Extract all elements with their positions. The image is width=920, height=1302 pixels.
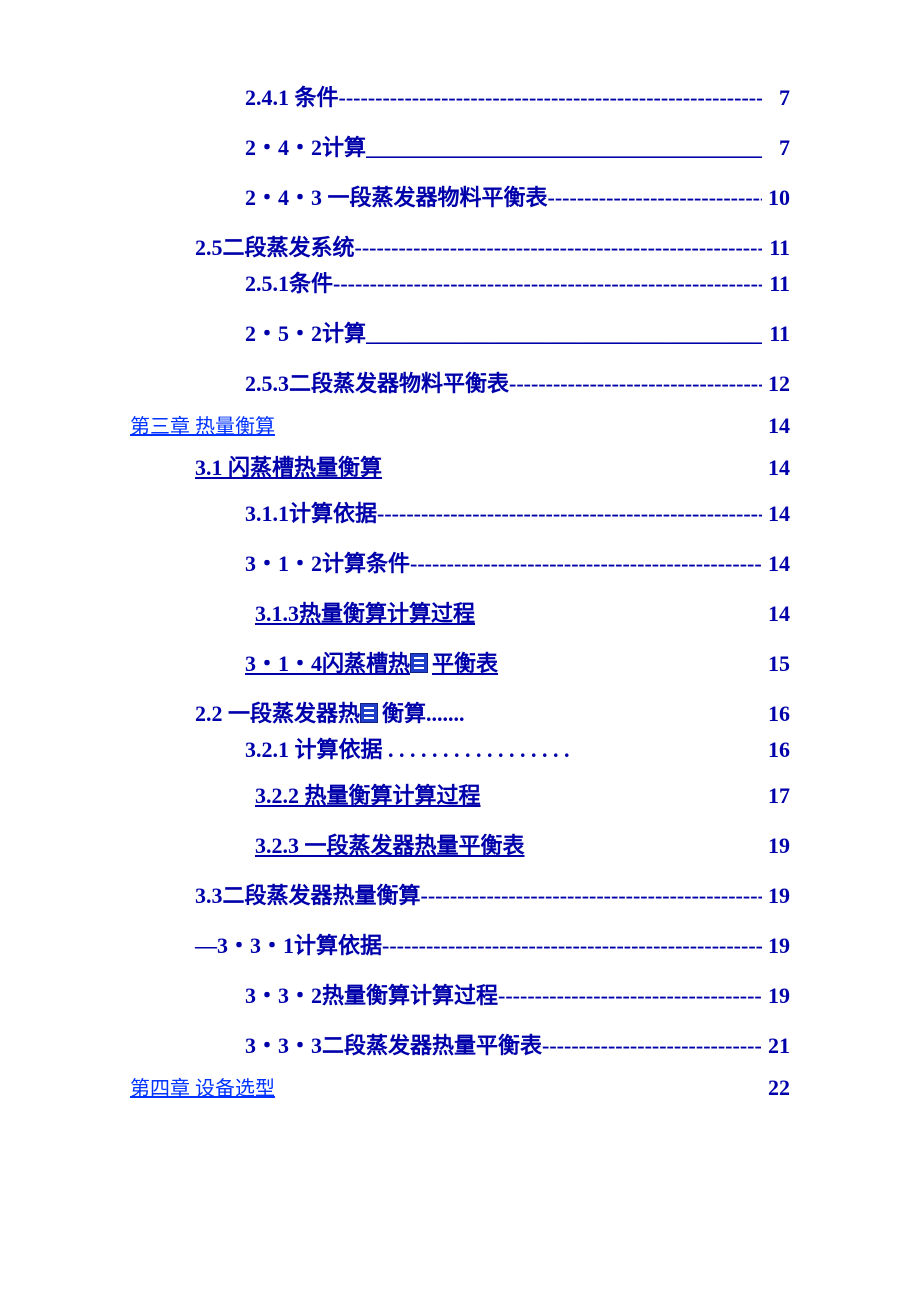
toc-chapter: 第三章 热量衡算 14 (130, 410, 790, 442)
toc-entry-text[interactable]: 3・1・2计算条件 (245, 546, 410, 578)
toc-leader (421, 883, 762, 909)
toc-page: 19 (762, 833, 790, 859)
toc-page: 12 (762, 371, 790, 397)
toc-page: 19 (762, 933, 790, 959)
toc-page: 11 (762, 235, 790, 261)
toc-page: 11 (762, 321, 790, 347)
section-link[interactable]: 3.2.2 热量衡算计算过程 (255, 778, 481, 810)
toc-page: 14 (762, 455, 790, 481)
toc-leader (542, 1033, 762, 1059)
toc-entry-text[interactable]: 2.5二段蒸发系统 (195, 230, 355, 262)
chapter-link[interactable]: 第四章 设备选型 (130, 1072, 275, 1101)
toc-leader (339, 85, 762, 111)
toc-leader (366, 135, 762, 161)
toc-container: 2.4.1 条件 7 2・4・2计算 7 2・4・3 一段蒸发器物料平衡表 10… (0, 80, 920, 1104)
toc-page: 7 (762, 85, 790, 111)
toc-entry: 2.2 一段蒸发器热衡算....... 16 (130, 696, 790, 728)
toc-leader (366, 321, 762, 347)
toc-page: 16 (762, 737, 790, 763)
toc-entry-text[interactable]: 3.3二段蒸发器热量衡算 (195, 878, 421, 910)
chapter-link[interactable]: 第三章 热量衡算 (130, 410, 275, 439)
toc-page: 10 (762, 185, 790, 211)
toc-page: 17 (762, 783, 790, 809)
toc-entry-text[interactable]: 2.5.3二段蒸发器物料平衡表 (245, 366, 509, 398)
toc-entry-text[interactable]: 3・3・3二段蒸发器热量平衡表 (245, 1028, 542, 1060)
toc-entry: 3.3二段蒸发器热量衡算 19 (130, 878, 790, 910)
toc-leader (509, 371, 762, 397)
toc-entry-text[interactable]: 3.1.1计算依据 (245, 496, 377, 528)
toc-page: 16 (762, 701, 790, 727)
toc-leader (333, 271, 762, 297)
toc-entry: 3.2.2 热量衡算计算过程 17 (130, 778, 790, 810)
toc-entry: 3・1・2计算条件 14 (130, 546, 790, 578)
toc-entry-text[interactable]: 2.4.1 条件 (245, 80, 339, 112)
toc-entry-text[interactable]: 2.5.1条件 (245, 266, 333, 298)
toc-page: 21 (762, 1033, 790, 1059)
toc-leader (377, 501, 762, 527)
toc-entry: 3.2.1 计算依据 . . . . . . . . . . . . . . .… (130, 732, 790, 764)
toc-leader (382, 933, 762, 959)
toc-page: 19 (762, 983, 790, 1009)
section-link[interactable]: 3.1.3热量衡算计算过程 (255, 596, 475, 628)
toc-entry: 2.4.1 条件 7 (130, 80, 790, 112)
toc-entry: —3・3・1计算依据 19 (130, 928, 790, 960)
toc-entry-text[interactable]: 2・4・3 一段蒸发器物料平衡表 (245, 180, 548, 212)
toc-leader (548, 185, 762, 211)
toc-leader: . . . . . . . . . . . . . . . . . (383, 737, 762, 763)
toc-entry: 3・3・2热量衡算计算过程 19 (130, 978, 790, 1010)
section-link[interactable]: 3.1 闪蒸槽热量衡算 (195, 450, 382, 482)
toc-entry: 3・1・4闪蒸槽热平衡表 15 (130, 646, 790, 678)
toc-entry-text[interactable]: 3.2.1 计算依据 (245, 732, 383, 764)
toc-entry: 3.1.1计算依据 14 (130, 496, 790, 528)
section-link[interactable]: 3.2.3 一段蒸发器热量平衡表 (255, 828, 525, 860)
toc-page: 11 (762, 271, 790, 297)
toc-entry: 3.1.3热量衡算计算过程 14 (130, 596, 790, 628)
toc-page: 14 (762, 413, 790, 439)
toc-entry: 2・5・2计算 11 (130, 316, 790, 348)
toc-entry: 3.2.3 一段蒸发器热量平衡表 19 (130, 828, 790, 860)
toc-entry: 3・3・3二段蒸发器热量平衡表 21 (130, 1028, 790, 1060)
toc-page: 7 (762, 135, 790, 161)
toc-entry-text[interactable]: —3・3・1计算依据 (195, 928, 382, 960)
section-link[interactable]: 3・1・4闪蒸槽热平衡表 (245, 646, 498, 678)
toc-page: 22 (762, 1075, 790, 1101)
toc-leader (498, 983, 762, 1009)
toc-entry-text[interactable]: 2・5・2计算 (245, 316, 366, 348)
toc-entry-text[interactable]: 2・4・2计算 (245, 130, 366, 162)
toc-entry-text[interactable]: 3・3・2热量衡算计算过程 (245, 978, 498, 1010)
toc-leader (355, 235, 762, 261)
toc-leader (410, 551, 762, 577)
toc-entry: 2・4・2计算 7 (130, 130, 790, 162)
toc-entry-text[interactable]: 2.2 一段蒸发器热衡算....... (195, 696, 465, 728)
toc-page: 19 (762, 883, 790, 909)
toc-entry: 2.5二段蒸发系统 11 (130, 230, 790, 262)
embedded-object-icon (360, 703, 378, 723)
toc-page: 15 (762, 651, 790, 677)
embedded-object-icon (410, 653, 428, 673)
toc-page: 14 (762, 551, 790, 577)
toc-chapter: 第四章 设备选型 22 (130, 1072, 790, 1104)
toc-page: 14 (762, 601, 790, 627)
toc-page: 14 (762, 501, 790, 527)
toc-entry: 2.5.1条件 11 (130, 266, 790, 298)
toc-entry: 3.1 闪蒸槽热量衡算 14 (130, 450, 790, 482)
toc-entry: 2.5.3二段蒸发器物料平衡表 12 (130, 366, 790, 398)
toc-entry: 2・4・3 一段蒸发器物料平衡表 10 (130, 180, 790, 212)
